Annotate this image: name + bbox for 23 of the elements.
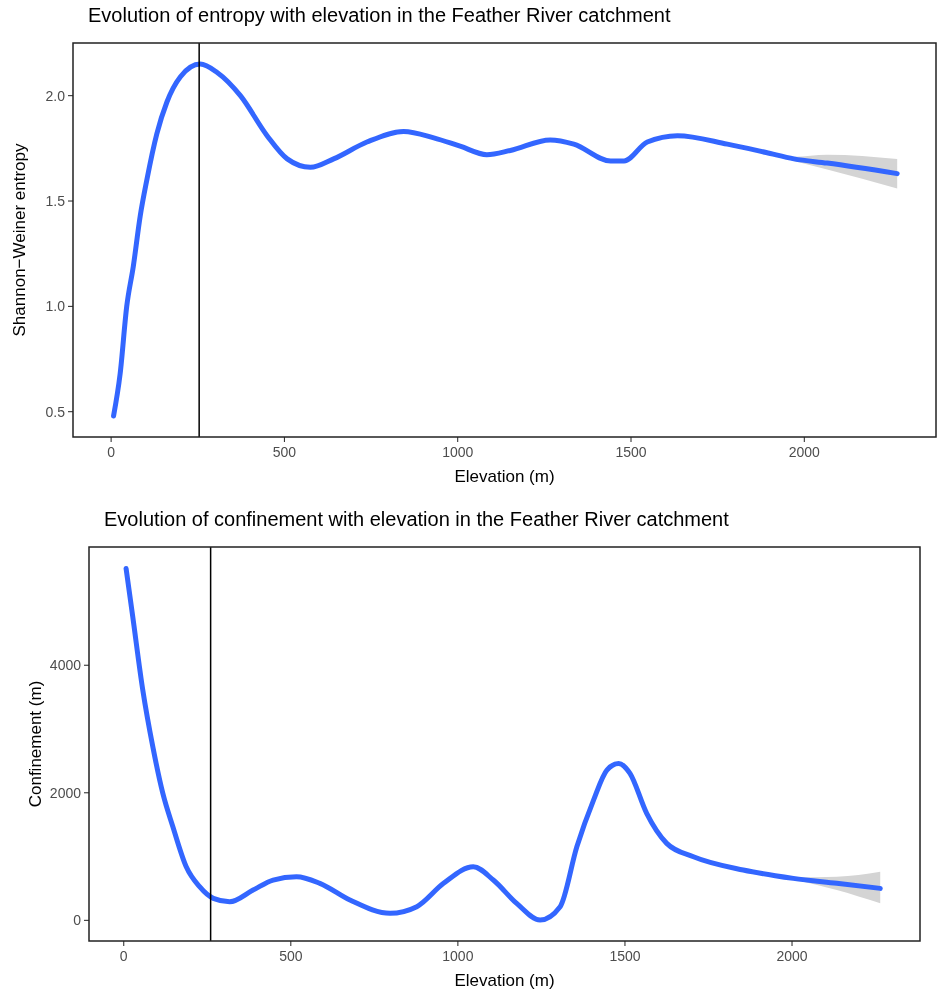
x-tick-label: 500 (279, 948, 303, 964)
y-tick-label: 2000 (49, 784, 82, 801)
x-tick-label: 2000 (776, 948, 808, 964)
x-tick-label: 0 (119, 948, 128, 964)
x-tick-label: 1000 (442, 948, 474, 964)
chart-title: Evolution of confinement with elevation in the Feather River catchment (104, 508, 730, 530)
y-tick-label: 1.0 (45, 298, 66, 315)
x-axis-title: Elevation (m) (454, 467, 555, 486)
chart-title: Evolution of entropy with elevation in the Feather River catchment (88, 4, 671, 26)
x-tick-label: 500 (272, 444, 297, 460)
x-tick-label: 0 (107, 444, 116, 460)
x-tick-label: 1500 (615, 444, 647, 460)
x-axis-title: Elevation (m) (454, 971, 555, 990)
y-axis-title: Confinement (m) (26, 680, 45, 808)
x-tick-label: 1000 (442, 444, 474, 460)
x-tick-label: 2000 (788, 444, 821, 460)
y-tick-label: 1.5 (45, 193, 66, 210)
x-tick-label: 1500 (609, 948, 641, 964)
y-tick-label: 4000 (49, 657, 82, 674)
y-tick-label: 0.5 (45, 403, 66, 420)
y-tick-label: 2.0 (45, 87, 66, 104)
y-tick-label: 0 (73, 912, 82, 929)
y-axis-title: Shannon−Weiner entropy (10, 143, 29, 337)
